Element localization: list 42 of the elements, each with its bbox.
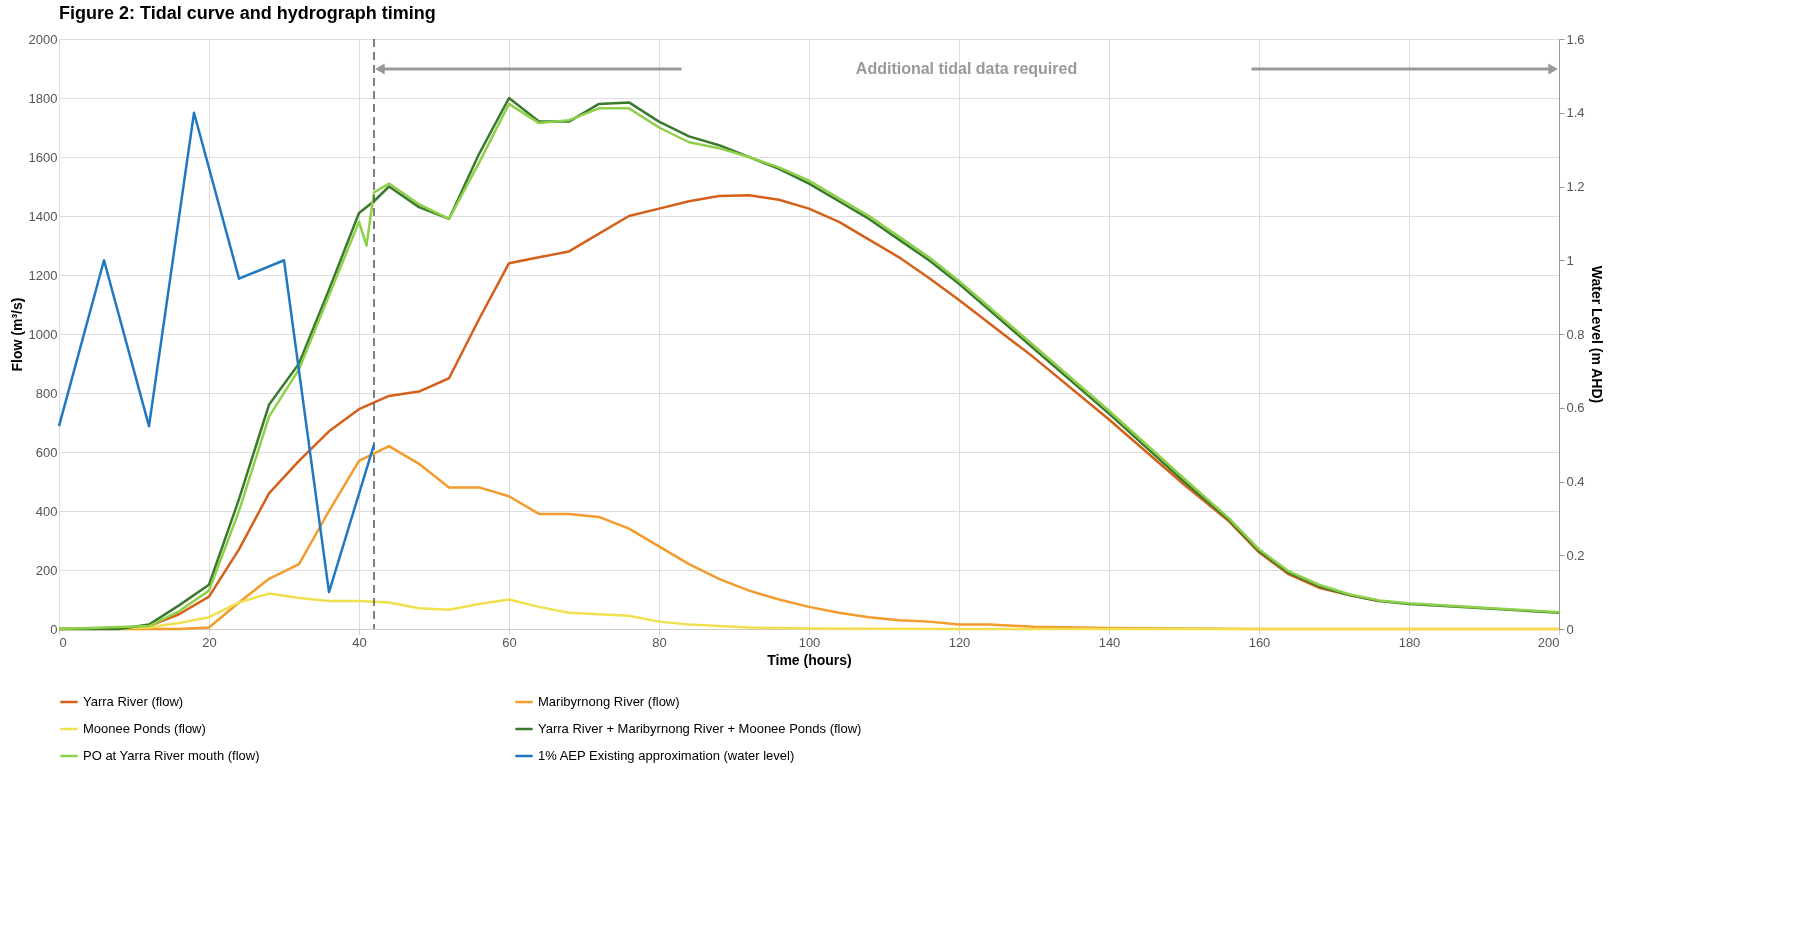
y2-tick-label: 0.6 bbox=[1566, 400, 1585, 416]
legend-label: Maribyrnong River (flow) bbox=[538, 694, 680, 709]
x-tick-label: 60 bbox=[502, 634, 517, 650]
x-tick-label: 40 bbox=[352, 634, 367, 650]
y2-tick-label: 1.2 bbox=[1566, 179, 1585, 194]
legend-label: PO at Yarra River mouth (flow) bbox=[83, 748, 260, 763]
x-tick-label: 180 bbox=[1398, 634, 1421, 650]
y-tick-label: 1000 bbox=[28, 326, 58, 342]
y-tick-label: 200 bbox=[35, 562, 58, 578]
y-tick-label: 1800 bbox=[28, 90, 58, 106]
y2-axis-title: Water Level (m AHD) bbox=[1588, 265, 1605, 404]
y-tick-label: 1600 bbox=[28, 149, 58, 165]
y-axis-title: Flow (m³/s) bbox=[8, 297, 25, 372]
chart-title: Figure 2: Tidal curve and hydrograph timing bbox=[59, 3, 436, 23]
x-tick-label: 80 bbox=[652, 634, 667, 650]
y2-tick-label: 0.2 bbox=[1566, 547, 1585, 563]
y2-tick-label: 0 bbox=[1566, 621, 1574, 637]
y-tick-label: 400 bbox=[35, 503, 58, 519]
y-tick-label: 0 bbox=[50, 621, 58, 637]
line-series bbox=[57, 111, 376, 594]
y2-tick-label: 1 bbox=[1566, 252, 1574, 268]
x-tick-label: 160 bbox=[1248, 634, 1271, 650]
legend-label: Moonee Ponds (flow) bbox=[83, 721, 206, 736]
x-tick-label: 100 bbox=[798, 634, 821, 650]
x-tick-label: 20 bbox=[202, 634, 217, 650]
y2-tick-label: 1.4 bbox=[1566, 105, 1585, 121]
y-tick-label: 2000 bbox=[28, 31, 58, 47]
y-tick-label: 800 bbox=[35, 385, 58, 401]
x-tick-label: 200 bbox=[1537, 634, 1560, 650]
legend-label: 1% AEP Existing approximation (water level) bbox=[538, 748, 795, 763]
x-tick-label: 140 bbox=[1098, 634, 1121, 650]
y2-tick-label: 0.4 bbox=[1566, 474, 1585, 489]
x-axis-title: Time (hours) bbox=[767, 651, 852, 668]
legend-label: Yarra River (flow) bbox=[83, 694, 184, 709]
y-tick-label: 600 bbox=[35, 444, 58, 460]
x-tick-label: 120 bbox=[948, 634, 971, 650]
annotation: Additional tidal data required bbox=[855, 60, 1078, 77]
y2-tick-label: 0.8 bbox=[1566, 326, 1585, 342]
y-tick-label: 1200 bbox=[28, 267, 58, 283]
legend-label: Yarra River + Maribyrnong River + Moonee Ponds (flow) bbox=[538, 721, 862, 736]
y2-tick-label: 1.6 bbox=[1566, 31, 1585, 47]
y-tick-label: 1400 bbox=[28, 208, 58, 224]
